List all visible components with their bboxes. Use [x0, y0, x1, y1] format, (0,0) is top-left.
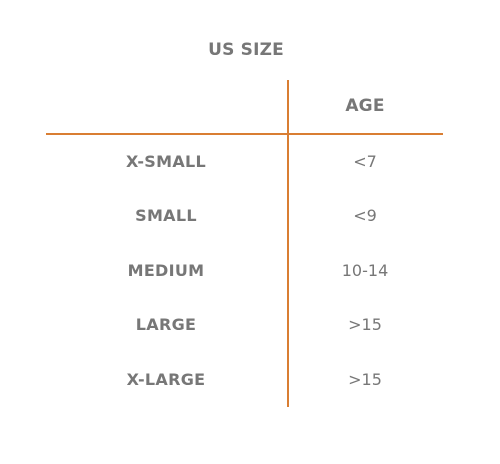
column-header-us-size: US SIZE — [208, 40, 284, 60]
age-cell: >15 — [348, 369, 382, 389]
table-row: SMALL <9 — [0, 204, 500, 258]
size-cell: X-SMALL — [126, 152, 206, 171]
size-cell: MEDIUM — [127, 260, 205, 280]
vertical-divider — [287, 80, 289, 407]
horizontal-divider — [46, 133, 443, 135]
table-row: X-SMALL <7 — [0, 150, 500, 204]
age-cell: >15 — [348, 315, 382, 335]
age-cell: <9 — [353, 206, 377, 226]
table-row: X-LARGE >15 — [0, 368, 500, 422]
size-cell: X-LARGE — [126, 369, 206, 389]
age-cell: <7 — [353, 152, 377, 171]
size-cell: LARGE — [135, 315, 197, 335]
size-cell: SMALL — [135, 206, 197, 226]
age-cell: 10-14 — [341, 260, 389, 280]
column-header-age: AGE — [345, 96, 385, 116]
table-row: LARGE >15 — [0, 313, 500, 367]
table-body: X-SMALL <7 SMALL <9 MEDIUM 10-14 LARGE >… — [0, 150, 500, 422]
table-row: MEDIUM 10-14 — [0, 259, 500, 313]
